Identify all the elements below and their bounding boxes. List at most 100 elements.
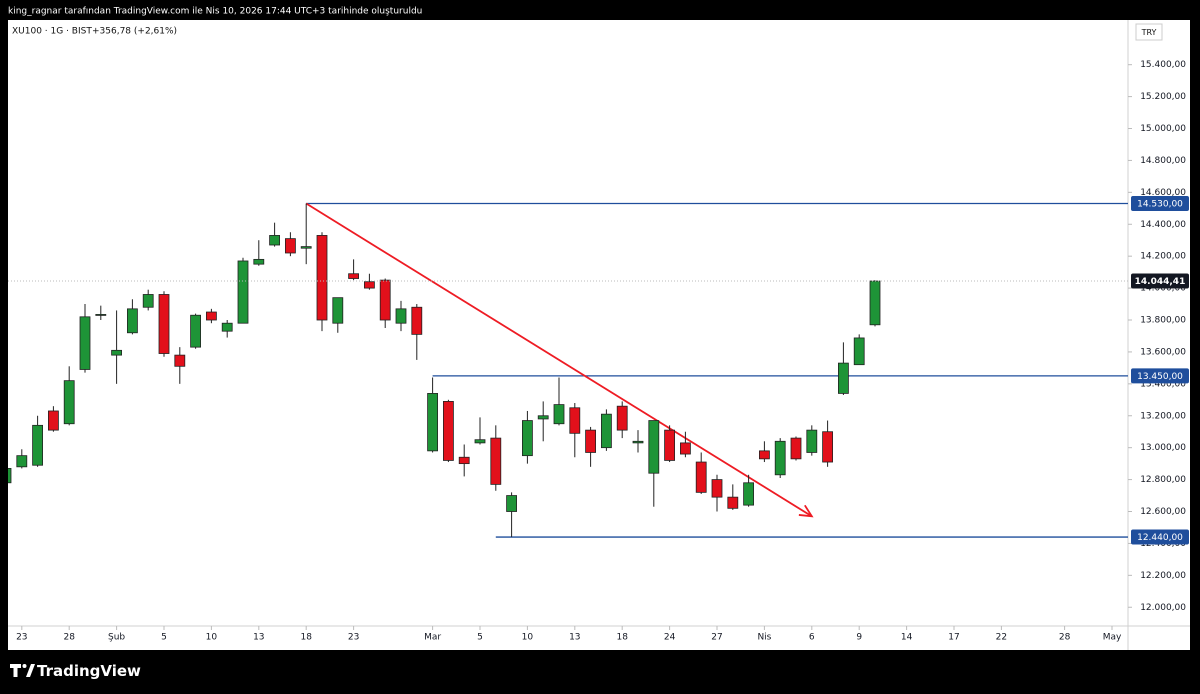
- y-tick-label: 13.600,00: [1140, 347, 1186, 357]
- candle-body: [601, 413, 612, 449]
- level-label-box: [1131, 368, 1189, 384]
- candle-body: [790, 437, 802, 460]
- x-tick-label: 6: [809, 633, 815, 643]
- candle-body: [32, 424, 43, 466]
- y-tick-label: 14.200,00: [1140, 252, 1186, 262]
- x-tick-label: 18: [616, 633, 628, 643]
- candle-body: [506, 495, 518, 512]
- last-price-box: [1131, 273, 1189, 289]
- currency-box: [1135, 23, 1163, 41]
- level-label: 13.450,00: [1137, 372, 1183, 382]
- candle-body: [774, 440, 786, 476]
- last-price-label: 14.044,41: [1135, 277, 1186, 287]
- candle-body: [869, 280, 881, 326]
- candle-body: [806, 429, 818, 453]
- x-tick-label: 13: [253, 633, 264, 643]
- plot: [8, 202, 1128, 538]
- candle-body: [648, 420, 660, 474]
- candle-body: [569, 407, 581, 434]
- x-tick-label: 28: [63, 633, 75, 643]
- candle-body: [427, 393, 439, 452]
- candle-body: [300, 246, 312, 249]
- x-tick-label: 23: [16, 633, 27, 643]
- candle-body: [474, 439, 486, 444]
- candle-body: [48, 410, 59, 431]
- level-label-box: [1131, 529, 1189, 545]
- x-tick-label: 27: [711, 633, 722, 643]
- candle-body: [822, 431, 833, 463]
- logo-text: TradingView: [37, 662, 141, 680]
- candle-body: [142, 294, 154, 308]
- y-tick-label: 12.600,00: [1140, 507, 1186, 517]
- candle-body: [363, 281, 375, 289]
- banner: king_ragnar tarafından TradingView.com i…: [8, 7, 422, 17]
- candle-body: [348, 273, 360, 279]
- candle-body: [79, 316, 91, 370]
- x-tick-label: 17: [948, 633, 959, 643]
- candle-body: [284, 238, 296, 254]
- level-label: 12.440,00: [1137, 533, 1183, 543]
- candle-body: [442, 400, 454, 461]
- x-tick-label: 13: [569, 633, 580, 643]
- level-label: 14.530,00: [1137, 200, 1183, 210]
- y-tick-label: 15.000,00: [1140, 124, 1186, 134]
- candle-body: [759, 450, 770, 460]
- x-tick-label: 5: [477, 633, 483, 643]
- candle-body: [632, 440, 644, 444]
- chart-panel: [8, 20, 1190, 650]
- symbol: XU100 · 1G · BIST: [12, 27, 92, 37]
- x-tick-label: 5: [161, 633, 167, 643]
- y-tick-label: 14.800,00: [1140, 156, 1186, 166]
- x-tick-label: 14: [901, 633, 913, 643]
- candle-body: [743, 482, 754, 506]
- change: +356,78 (+2,61%): [92, 27, 177, 37]
- y-tick-label: 12.200,00: [1140, 571, 1186, 581]
- candle-body: [190, 314, 202, 348]
- x-tick-label: 22: [996, 633, 1007, 643]
- y-tick-label: 15.200,00: [1140, 92, 1186, 102]
- x-tick-label: Şub: [108, 633, 125, 643]
- x-tick-label: May: [1103, 633, 1122, 643]
- y-tick-label: 13.800,00: [1140, 316, 1186, 326]
- x-tick-label: 18: [300, 633, 312, 643]
- x-tick-label: 10: [206, 633, 218, 643]
- candle-body: [237, 260, 249, 324]
- candle-body: [269, 235, 281, 246]
- candle-body: [221, 322, 233, 332]
- candle-body: [379, 279, 391, 321]
- y-tick-label: 15.400,00: [1140, 60, 1186, 70]
- x-tick-label: 10: [522, 633, 534, 643]
- candle-body: [727, 496, 739, 509]
- candle-body: [853, 337, 865, 366]
- y-tick-label: 14.600,00: [1140, 188, 1186, 198]
- y-tick-label: 13.200,00: [1140, 411, 1186, 421]
- candle-body: [680, 442, 691, 455]
- x-tick-label: 9: [856, 633, 862, 643]
- candle-body: [127, 308, 138, 334]
- candle-body: [664, 429, 675, 461]
- y-tick-label: 14.000,00: [1140, 284, 1186, 294]
- logo-icon: [10, 664, 35, 677]
- x-tick-label: 28: [1059, 633, 1071, 643]
- trend-arrow-head: [798, 504, 814, 518]
- candle-body: [490, 437, 502, 485]
- candle-body: [253, 258, 265, 265]
- level-label-box: [1131, 196, 1189, 212]
- y-tick-label: 12.000,00: [1140, 603, 1186, 613]
- candle-body: [174, 354, 186, 367]
- candle-body: [411, 306, 423, 335]
- candle-body: [205, 311, 217, 321]
- candle-body: [111, 349, 122, 356]
- candle-body: [395, 308, 407, 324]
- x-tick-label: 23: [348, 633, 359, 643]
- y-tick-label: 12.800,00: [1140, 475, 1186, 485]
- candle-body: [616, 405, 628, 431]
- candle-body: [332, 297, 344, 324]
- x-tick-label: Nis: [757, 633, 771, 643]
- candle-body: [316, 235, 328, 321]
- y-tick-label: 14.400,00: [1140, 220, 1186, 230]
- y-tick-label: 13.400,00: [1140, 379, 1186, 389]
- x-tick-label: 24: [664, 633, 676, 643]
- x-tick-label: Mar: [424, 633, 441, 643]
- candle-body: [158, 294, 170, 354]
